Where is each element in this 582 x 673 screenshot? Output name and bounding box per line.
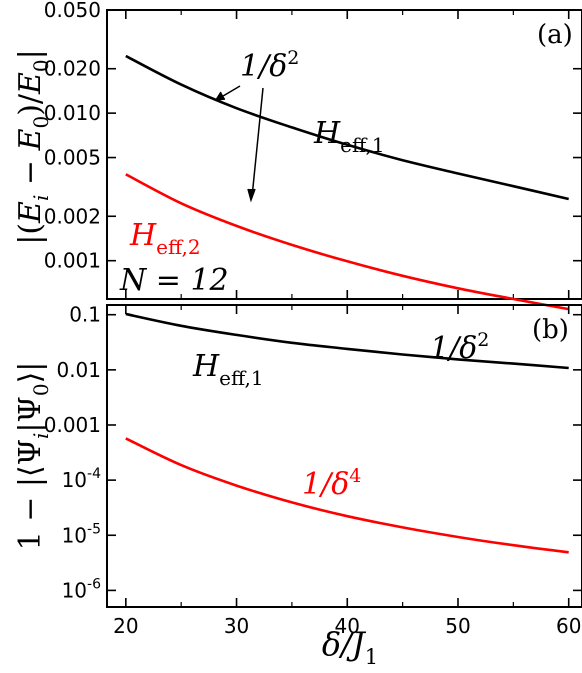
panel-a-ticks: 0.001 0.002 0.005 0.010 0.020 0.050 — [44, 0, 582, 299]
ylabel-b-sub2: 0 — [29, 383, 53, 396]
y-tick-label-a-1: 0.002 — [44, 204, 101, 228]
panel-b-scaling-red-sup: 4 — [349, 465, 361, 487]
x-axis-label-main: δ/J — [322, 625, 367, 663]
y-tick-label-b-4: 10-5 — [62, 521, 101, 547]
panel-a-scaling-label: 1/δ2 — [240, 47, 299, 84]
ylabel-a-slash: )/ — [13, 93, 48, 116]
x-tick-label-40: 40 — [335, 614, 360, 638]
panel-a-ylabel: |(Ei − E0)/E0| — [13, 49, 53, 245]
panel-a-scaling-sup: 2 — [287, 47, 299, 69]
ylabel-a-bar-left: |( — [13, 223, 48, 245]
arrow-head-red — [247, 188, 256, 203]
ylabel-a-sub1: i — [29, 195, 53, 201]
series-line-a-0 — [125, 54, 570, 201]
series-line-b-1 — [125, 437, 569, 554]
panel-a-series1-label: Heff,1 — [313, 116, 385, 157]
ylabel-b-end: ⟩| — [13, 362, 48, 384]
ylabel-b-psi1: Ψ — [13, 439, 48, 465]
x-tick-label-50: 50 — [445, 614, 470, 638]
panel-b-scaling-red: 1/δ4 — [302, 465, 361, 502]
panel-b-label: (b) — [532, 315, 569, 345]
y-tick-label-a-3: 0.010 — [44, 101, 101, 125]
panel-a-label: (a) — [537, 20, 573, 50]
y-tick-label-a-0: 0.001 — [44, 249, 101, 273]
y-tick-label-a-2: 0.005 — [44, 146, 101, 170]
panel-a-series1-main: H — [313, 116, 341, 151]
x-axis-label: δ/J1 — [322, 625, 378, 669]
ylabel-b-psi2: Ψ — [13, 396, 48, 422]
panel-a-series2-label: Heff,2 — [129, 218, 201, 259]
y-tick-label-b-0: 0.1 — [69, 303, 101, 327]
ylabel-a-E1: E — [13, 201, 48, 224]
ylabel-a-sub2: 0 — [29, 116, 53, 129]
y-tick-label-a-4: 0.020 — [44, 57, 101, 81]
ylabel-a-minus: − — [13, 150, 48, 194]
ylabel-b-one: 1 − |⟨ — [13, 465, 48, 550]
y-tick-label-b-3: 10-4 — [62, 466, 102, 492]
ylabel-b-sub1: i — [29, 433, 53, 439]
ylabel-a-sub3: 0 — [29, 59, 53, 72]
panel-b-ylabel: 1 − |⟨Ψi|Ψ0⟩| — [13, 362, 53, 551]
panel-b-scaling-black: 1/δ2 — [430, 329, 489, 366]
panel-b-series1-main: H — [192, 349, 220, 384]
ylabel-b-mid: | — [13, 422, 48, 432]
y-tick-label-b-1: 0.01 — [56, 358, 101, 382]
y-tick-label-b-5: 10-6 — [62, 576, 102, 602]
panel-b-scaling-black-sup: 2 — [477, 329, 489, 351]
series-line-b-0 — [125, 312, 569, 370]
ylabel-a-bar-right: | — [13, 49, 48, 59]
panel-b-scaling-red-main: 1/δ — [302, 467, 349, 502]
panel-a-arrows — [214, 85, 264, 203]
arrow-head-black — [214, 91, 226, 101]
panel-a-size-label: N = 12 — [119, 263, 229, 298]
panel-b-scaling-black-main: 1/δ — [430, 331, 477, 366]
series-line-a-1 — [125, 173, 569, 311]
y-tick-label-b-2: 0.001 — [44, 413, 101, 437]
ylabel-a-E3: E — [13, 72, 48, 95]
panel-b-series1-label: Heff,1 — [192, 349, 264, 390]
panel-a-series2-main: H — [129, 218, 157, 253]
y-tick-label-a-5: 0.050 — [44, 0, 101, 22]
panel-a-series1-sub: eff,1 — [340, 133, 384, 157]
panel-b-series — [125, 312, 569, 554]
panel-a-frame — [106, 9, 582, 300]
panel-a-scaling-main: 1/δ — [240, 49, 287, 84]
panel-b-series1-sub: eff,1 — [219, 366, 263, 390]
panel-a-series2-sub: eff,2 — [156, 235, 200, 259]
x-tick-label-60: 60 — [556, 614, 581, 638]
panel-b-ticks: 20 30 40 50 60 0.1 0.01 0.001 10-4 10-5 10-6 — [44, 303, 582, 638]
panel-a-series — [125, 54, 570, 311]
x-tick-label-20: 20 — [113, 614, 138, 638]
ylabel-a-E2: E — [13, 128, 48, 151]
x-tick-label-30: 30 — [224, 614, 249, 638]
arrow-to-red-curve — [251, 87, 264, 198]
panel-b-frame — [106, 304, 582, 608]
x-axis-label-sub: 1 — [365, 645, 378, 669]
